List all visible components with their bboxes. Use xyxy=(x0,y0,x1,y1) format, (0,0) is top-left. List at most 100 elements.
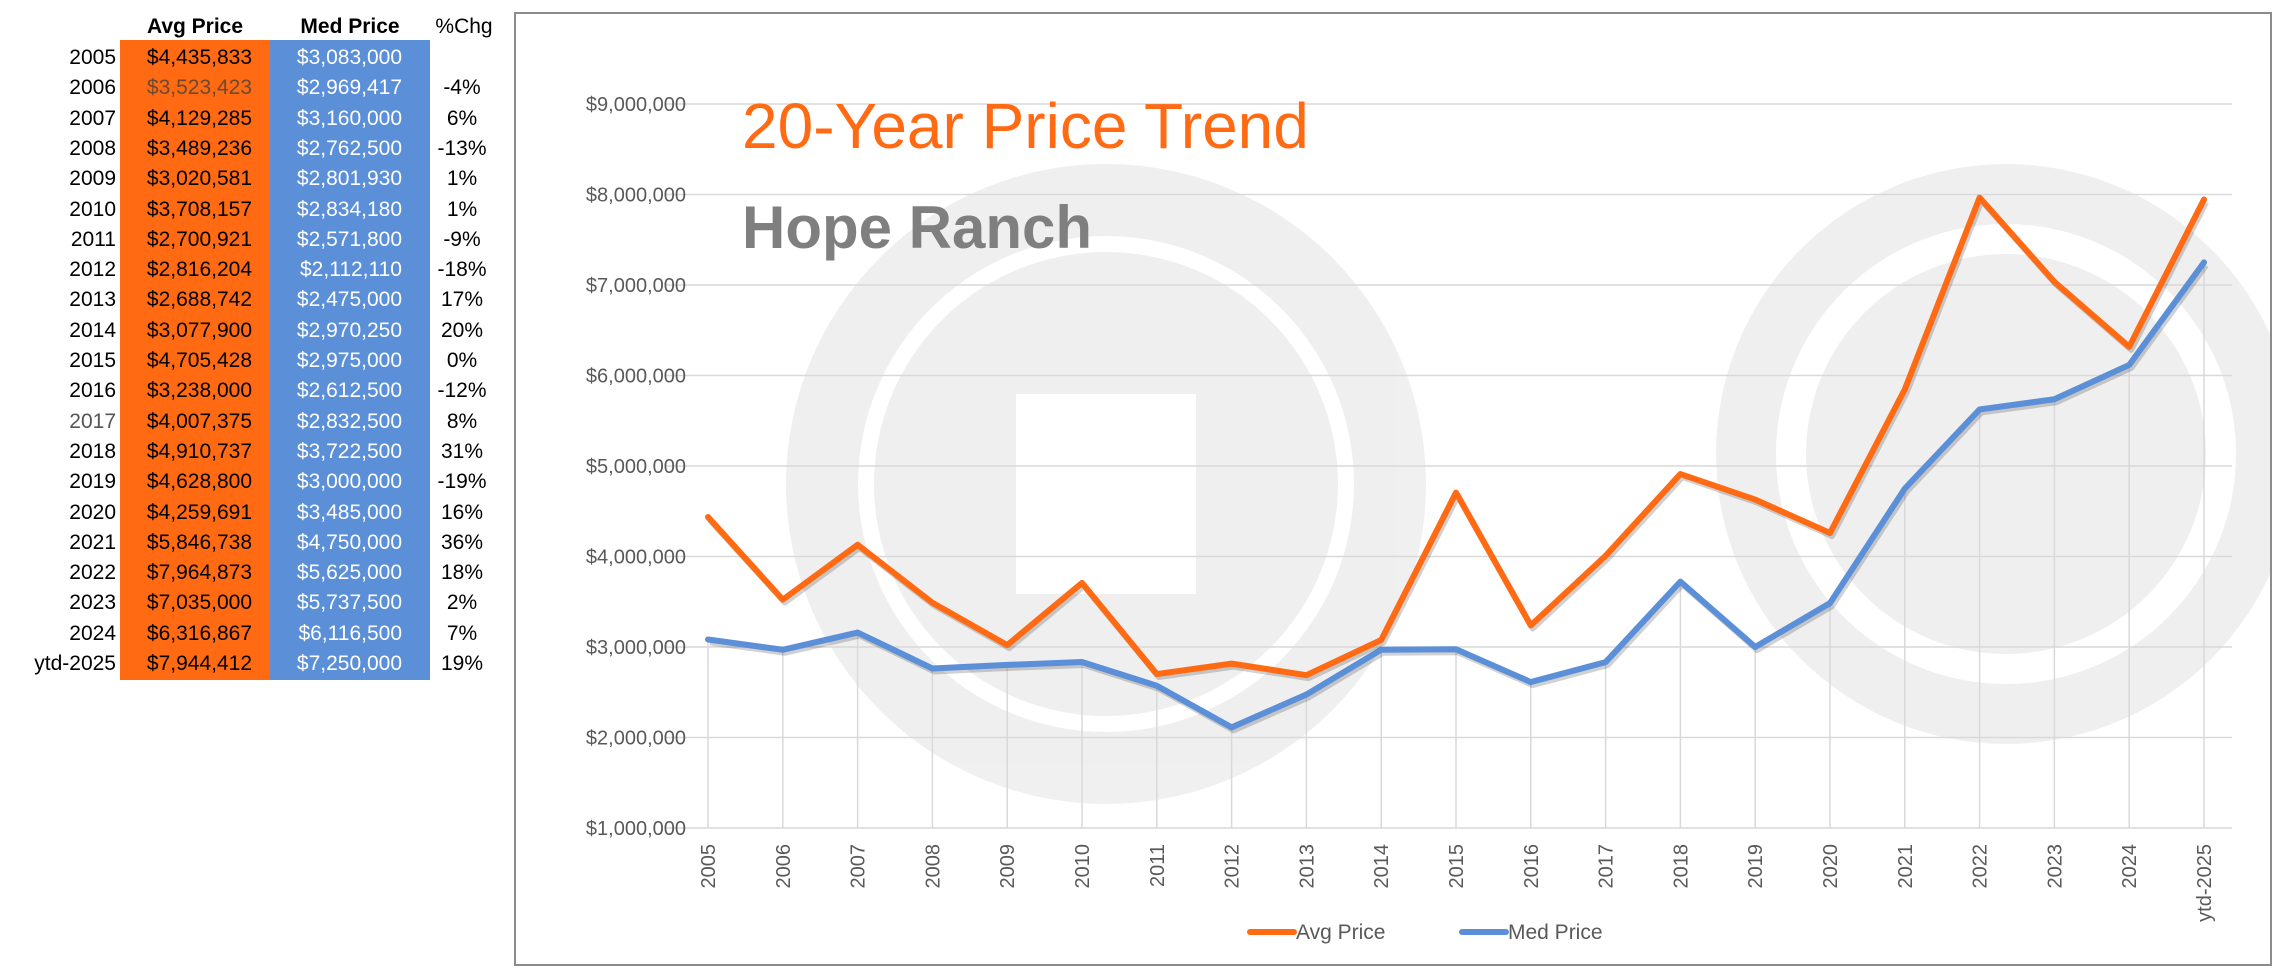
row-avg-price: $7,035,000 xyxy=(146,591,252,615)
x-tick-label: 2017 xyxy=(1596,844,1618,889)
row-year: 2024 xyxy=(69,621,116,645)
row-med-price: $2,112,110 xyxy=(300,258,402,282)
legend-label: Avg Price xyxy=(1296,921,1386,944)
row-med-price: $3,485,000 xyxy=(296,500,402,524)
row-year: 2011 xyxy=(70,227,116,251)
row-avg-price: $5,846,738 xyxy=(146,530,252,554)
avg-price-header: Avg Price xyxy=(146,15,244,38)
row-med-price: $3,160,000 xyxy=(296,106,402,130)
row-avg-price: $2,816,204 xyxy=(146,258,252,282)
y-axis-ticks: $1,000,000 $2,000,000 $3,000,000 $4,000,000… xyxy=(586,94,686,840)
row-pct-change: -13% xyxy=(437,136,487,160)
row-med-price: $5,737,500 xyxy=(296,591,402,615)
row-year: 2014 xyxy=(69,318,116,342)
row-avg-price: $4,705,428 xyxy=(146,349,252,372)
x-tick-label: ytd-2025 xyxy=(2194,844,2216,922)
row-med-price: $2,801,930 xyxy=(296,167,402,191)
row-year: 2012 xyxy=(69,258,116,282)
row-pct-change xyxy=(428,43,496,73)
line-chart: $1,000,000 $2,000,000 $3,000,000 $4,000,000… xyxy=(586,90,2270,944)
row-pct-change: 8% xyxy=(446,409,478,433)
row-pct-change: -12% xyxy=(437,379,487,403)
row-med-price: $3,000,000 xyxy=(296,470,402,494)
x-tick-label: 2009 xyxy=(997,844,1019,889)
row-avg-price: $4,628,800 xyxy=(146,470,252,494)
row-pct-change: 36% xyxy=(440,530,484,554)
row-med-price: $7,250,000 xyxy=(296,652,402,675)
row-year: 2015 xyxy=(69,349,116,372)
row-med-price: $2,969,417 xyxy=(296,76,402,100)
row-med-price: $2,970,250 xyxy=(296,318,402,342)
row-pct-change: 1% xyxy=(446,197,478,221)
row-year: 2007 xyxy=(69,106,116,130)
row-pct-change: 16% xyxy=(440,500,484,524)
row-avg-price: $3,077,900 xyxy=(146,318,252,342)
chart-area: $1,000,000 $2,000,000 $3,000,000 $4,000,000… xyxy=(514,12,2272,966)
avg-price-line xyxy=(705,194,2207,679)
x-tick-label: 2005 xyxy=(698,844,720,889)
row-year: ytd-2025 xyxy=(34,652,116,675)
x-tick-label: 2006 xyxy=(773,844,795,889)
x-tick-label: 2014 xyxy=(1371,844,1393,889)
y-tick-label: $7,000,000 xyxy=(586,275,686,297)
x-tick-label: 2016 xyxy=(1521,844,1543,889)
row-year: 2013 xyxy=(69,288,116,312)
row-avg-price: $2,700,921 xyxy=(146,227,252,251)
x-tick-label: 2024 xyxy=(2119,844,2141,889)
y-tick-label: $1,000,000 xyxy=(586,818,686,840)
row-med-price: $2,571,800 xyxy=(296,227,402,251)
legend-label: Med Price xyxy=(1508,921,1603,944)
x-tick-label: 2008 xyxy=(922,844,944,889)
med-price-header: Med Price xyxy=(300,15,400,38)
row-avg-price: $4,435,833 xyxy=(146,46,252,69)
row-med-price: $2,475,000 xyxy=(296,288,402,312)
x-tick-label: 2021 xyxy=(1895,844,1917,889)
row-year: 2006 xyxy=(69,76,116,100)
row-avg-price: $6,316,867 xyxy=(146,621,252,645)
row-year: 2008 xyxy=(69,136,116,160)
y-tick-label: $2,000,000 xyxy=(586,728,686,750)
row-pct-change: 1% xyxy=(446,167,478,191)
row-avg-price: $3,238,000 xyxy=(146,379,252,403)
row-pct-change: 2% xyxy=(446,591,478,615)
price-table: Avg Price Med Price %Chg 2005 $4,435,833 $… xyxy=(0,0,500,690)
row-pct-change: 6% xyxy=(446,106,478,130)
legend: Avg Price Med Price xyxy=(1247,921,1603,944)
x-tick-label: 2023 xyxy=(2044,844,2066,889)
y-tick-label: $8,000,000 xyxy=(586,185,686,207)
med-price-column-fill xyxy=(270,40,430,680)
row-avg-price: $7,964,873 xyxy=(146,561,252,585)
row-pct-change: 31% xyxy=(440,439,484,463)
x-tick-label: 2018 xyxy=(1670,844,1692,889)
row-pct-change: -18% xyxy=(437,258,487,282)
row-avg-price: $4,129,285 xyxy=(146,106,252,130)
row-pct-change: -9% xyxy=(443,227,481,251)
row-year: 2009 xyxy=(69,167,116,191)
row-avg-price: $2,688,742 xyxy=(146,288,252,312)
row-med-price: $4,750,000 xyxy=(296,530,402,554)
y-tick-label: $5,000,000 xyxy=(586,456,686,478)
x-tick-label: 2015 xyxy=(1446,844,1468,889)
row-med-price: $3,722,500 xyxy=(296,439,402,463)
row-year: 2005 xyxy=(69,46,116,69)
x-tick-label: 2007 xyxy=(848,844,870,889)
row-avg-price: $4,259,691 xyxy=(146,500,252,524)
row-avg-price: $4,007,375 xyxy=(146,409,252,433)
y-tick-label: $4,000,000 xyxy=(586,547,686,569)
row-pct-change: 17% xyxy=(440,288,484,312)
row-year: 2019 xyxy=(69,470,116,494)
chart-subtitle: Hope Ranch xyxy=(742,194,1092,261)
row-med-price: $2,834,180 xyxy=(296,197,402,221)
x-tick-label: 2022 xyxy=(1970,844,1992,889)
row-med-price: $3,083,000 xyxy=(296,46,402,69)
row-year: 2010 xyxy=(69,197,116,221)
row-pct-change: 0% xyxy=(446,349,478,372)
row-avg-price: $3,708,157 xyxy=(146,197,252,221)
row-avg-price: $3,489,236 xyxy=(146,136,252,160)
x-tick-label: 2019 xyxy=(1745,844,1767,889)
x-tick-label: 2013 xyxy=(1296,844,1318,889)
avg-price-column-fill xyxy=(120,40,270,680)
x-axis-ticks: 2005 2006 2007 2008 2009 2010 2011 2012 2013 2014… xyxy=(698,844,2216,922)
x-tick-label: 2020 xyxy=(1820,844,1842,889)
row-med-price: $5,625,000 xyxy=(296,561,402,585)
